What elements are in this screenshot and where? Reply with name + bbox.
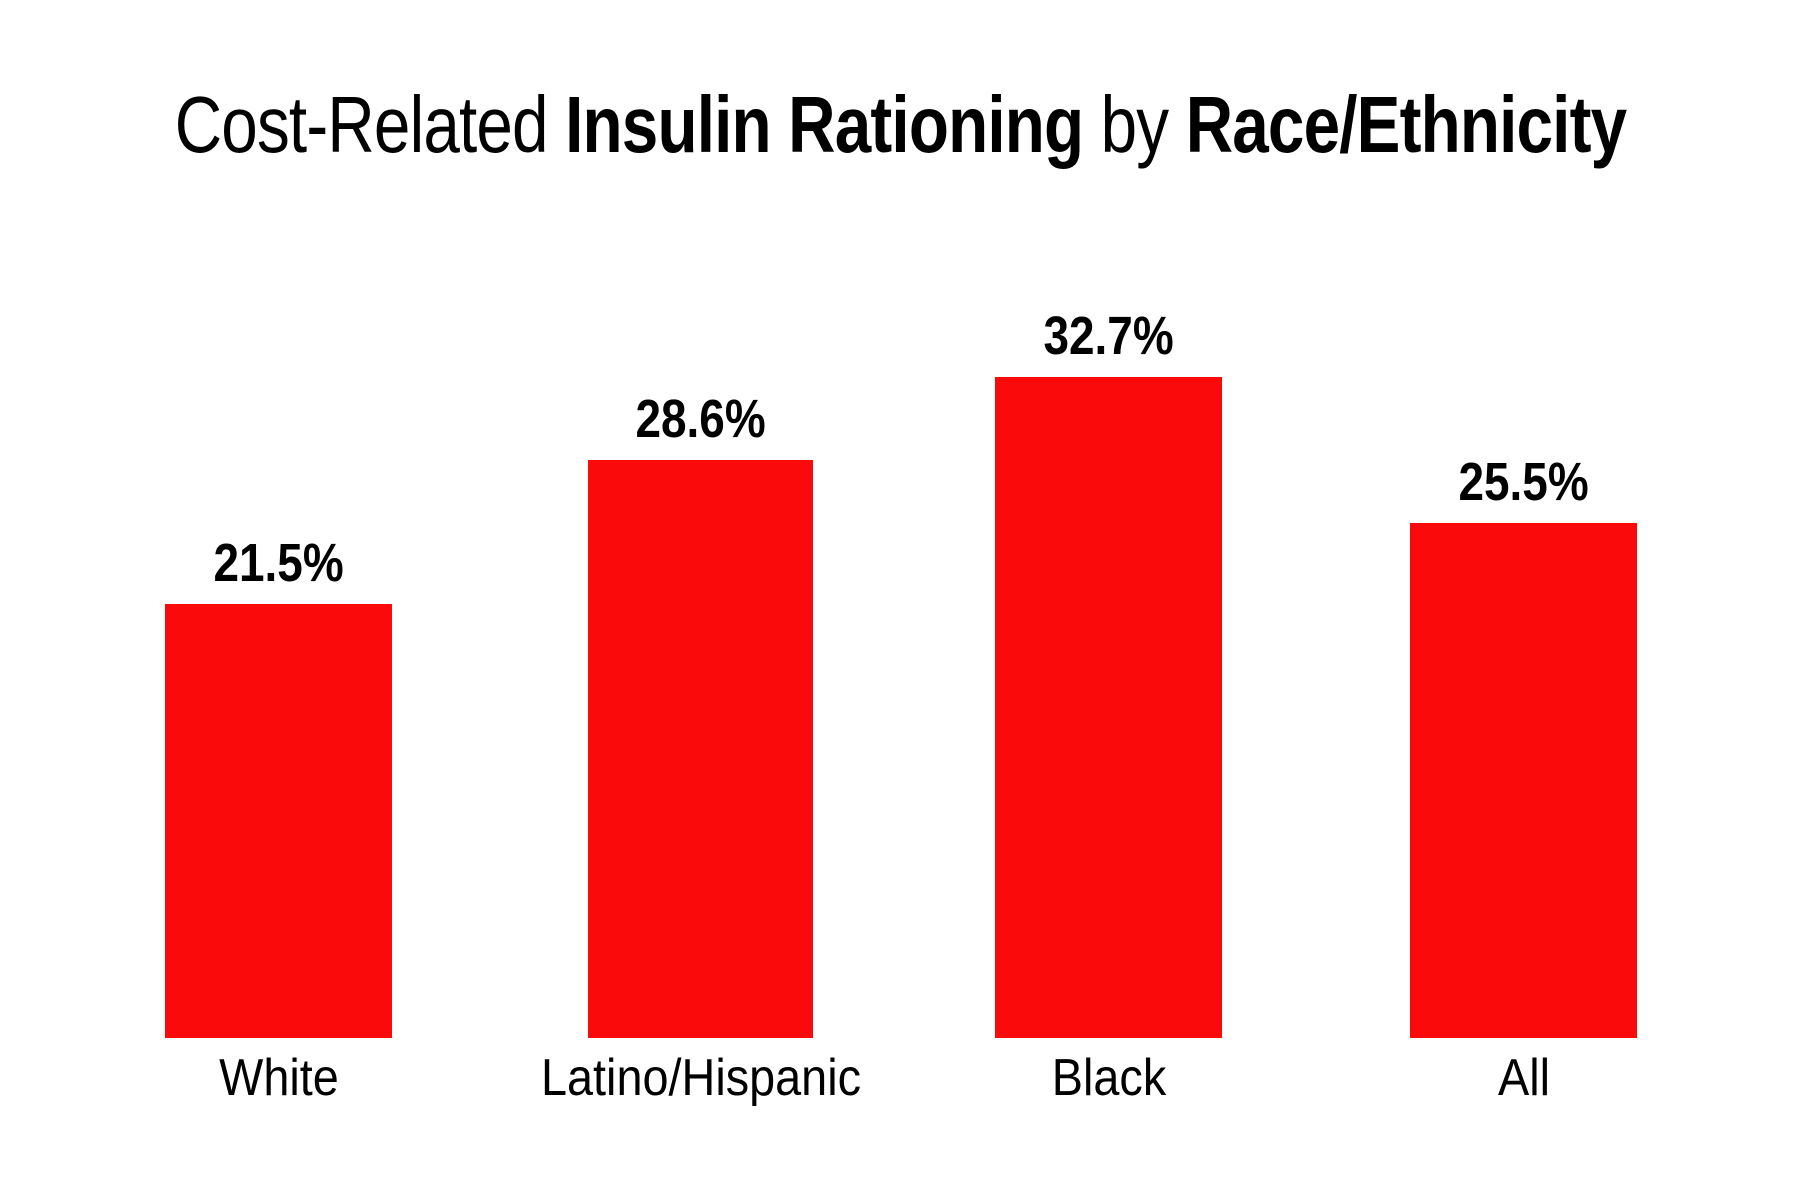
- bar-group-black: 32.7% Black: [995, 305, 1222, 1107]
- bar-black: [995, 377, 1222, 1038]
- category-label-latino-hispanic: Latino/Hispanic: [540, 1049, 861, 1107]
- title-segment-regular-1: Cost-Related: [174, 80, 566, 169]
- bar-group-all: 25.5% All: [1410, 451, 1637, 1107]
- value-label-white: 21.5%: [213, 532, 344, 593]
- category-label-white: White: [218, 1049, 339, 1107]
- bar-latino-hispanic: [588, 460, 813, 1038]
- chart-title: Cost-Related Insulin Rationing by Race/E…: [162, 85, 1639, 165]
- bar-white: [165, 604, 392, 1038]
- value-label-black: 32.7%: [1043, 305, 1174, 366]
- value-label-latino-hispanic: 28.6%: [635, 388, 766, 449]
- title-segment-bold-2: Race/Ethnicity: [1185, 80, 1627, 169]
- bar-group-latino-hispanic: 28.6% Latino/Hispanic: [541, 388, 861, 1107]
- bar-all: [1410, 523, 1637, 1038]
- category-label-all: All: [1497, 1049, 1550, 1107]
- category-label-black: Black: [1051, 1049, 1166, 1107]
- title-segment-bold-1: Insulin Rationing: [565, 80, 1084, 169]
- value-label-all: 25.5%: [1458, 451, 1589, 512]
- title-segment-regular-2: by: [1083, 80, 1186, 169]
- bar-group-white: 21.5% White: [165, 532, 392, 1107]
